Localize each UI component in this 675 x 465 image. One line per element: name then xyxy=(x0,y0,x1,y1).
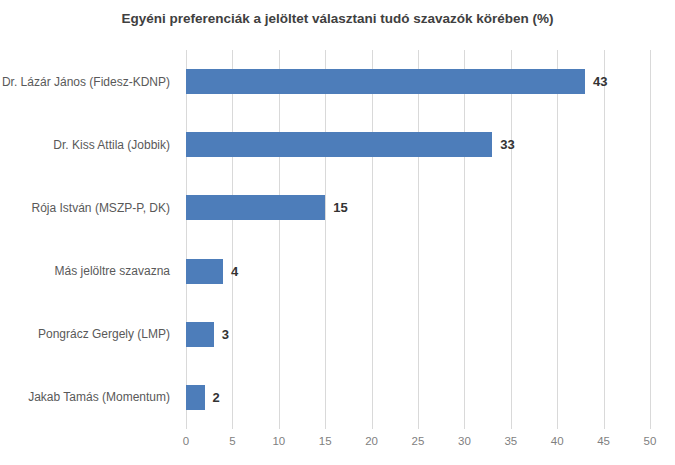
bar-value-label: 33 xyxy=(500,138,514,151)
bar-value-label: 43 xyxy=(593,75,607,88)
x-tick-label: 10 xyxy=(272,436,285,448)
bar xyxy=(186,385,205,410)
bar xyxy=(186,195,325,220)
bar-value-label: 15 xyxy=(333,201,347,214)
bar-chart-figure: Egyéni preferenciák a jelöltet választan… xyxy=(0,0,675,465)
category-label: Jakab Tamás (Momentum) xyxy=(0,366,178,429)
bar-row: 4 xyxy=(186,240,650,303)
category-label: Dr. Lázár János (Fidesz-KDNP) xyxy=(0,50,178,113)
x-tick-label: 50 xyxy=(644,436,657,448)
x-tick-label: 5 xyxy=(229,436,235,448)
x-tick-label: 15 xyxy=(319,436,332,448)
bar-value-label: 2 xyxy=(213,391,220,404)
bar-row: 3 xyxy=(186,303,650,366)
category-label: Dr. Kiss Attila (Jobbik) xyxy=(0,113,178,176)
gridline xyxy=(650,50,651,429)
x-tick-label: 25 xyxy=(412,436,425,448)
x-tick-label: 35 xyxy=(504,436,517,448)
x-axis: 0 5 10 15 20 25 30 35 40 45 50 xyxy=(186,436,650,452)
bar xyxy=(186,259,223,284)
x-tick-label: 0 xyxy=(183,436,189,448)
bar-row: 43 xyxy=(186,50,650,113)
x-tick-label: 20 xyxy=(365,436,378,448)
category-axis: Dr. Lázár János (Fidesz-KDNP) Dr. Kiss A… xyxy=(0,50,178,429)
x-tick-label: 45 xyxy=(597,436,610,448)
bar-row: 2 xyxy=(186,366,650,429)
x-tick-label: 40 xyxy=(551,436,564,448)
bar-row: 15 xyxy=(186,176,650,239)
chart-title: Egyéni preferenciák a jelöltet választan… xyxy=(0,11,675,26)
category-label: Pongrácz Gergely (LMP) xyxy=(0,303,178,366)
plot-area: 43 33 15 4 3 2 xyxy=(186,50,650,429)
bar-value-label: 4 xyxy=(231,265,238,278)
bar xyxy=(186,132,492,157)
bar xyxy=(186,69,585,94)
category-label: Rója István (MSZP-P, DK) xyxy=(0,176,178,239)
x-tick-label: 30 xyxy=(458,436,471,448)
bar-value-label: 3 xyxy=(222,328,229,341)
bar xyxy=(186,322,214,347)
bar-row: 33 xyxy=(186,113,650,176)
category-label: Más jelöltre szavazna xyxy=(0,239,178,302)
